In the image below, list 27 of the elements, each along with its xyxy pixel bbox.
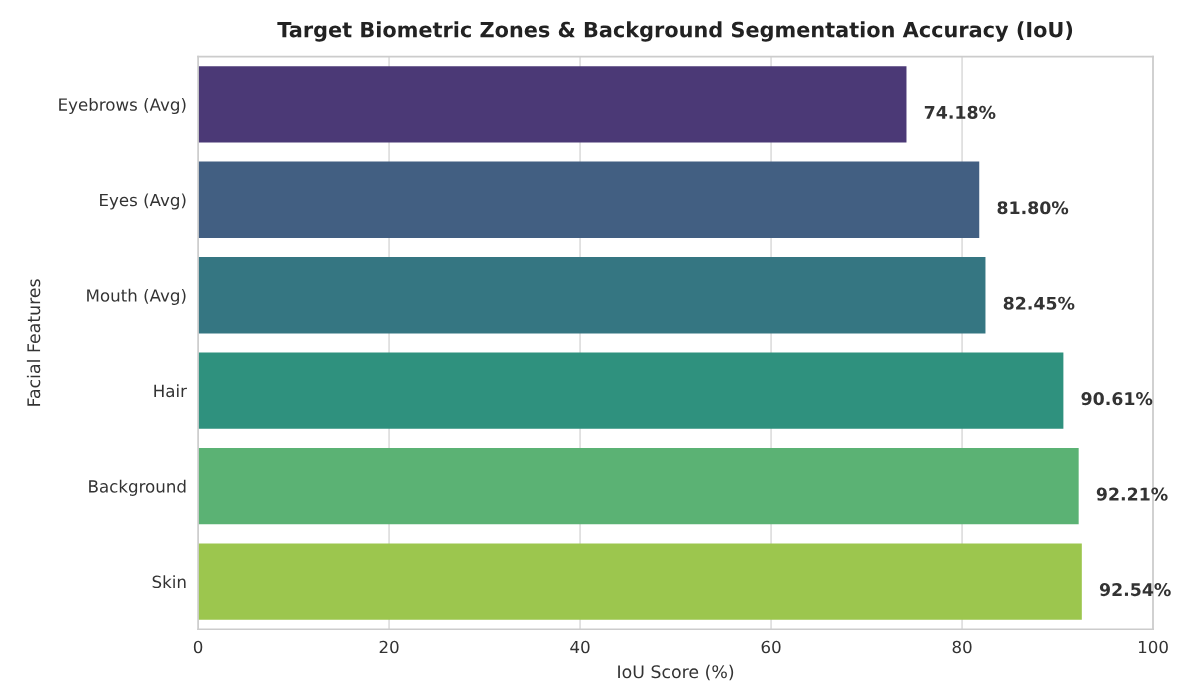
- bar: [198, 447, 1079, 525]
- y-axis-title: Facial Features: [26, 279, 41, 406]
- y-tick-label: Mouth (Avg): [87, 288, 186, 305]
- bar: [198, 352, 1064, 429]
- bar: [198, 257, 986, 334]
- bar: [198, 543, 1082, 620]
- x-axis-title: IoU Score (%): [618, 664, 734, 681]
- y-tick-label: Eyebrows (Avg): [59, 97, 186, 115]
- data-label: 82.45%: [1003, 296, 1075, 310]
- x-tick-label: 20: [379, 640, 399, 654]
- data-label: 90.61%: [1081, 392, 1153, 406]
- chart-title: Target Biometric Zones & Background Segmentation Accuracy (IoU): [277, 21, 1073, 42]
- data-label: 92.54%: [1099, 583, 1171, 597]
- data-label: 74.18%: [924, 105, 996, 119]
- bar: [198, 161, 980, 238]
- x-tick-label: 60: [761, 640, 781, 654]
- data-label: 92.21%: [1096, 487, 1168, 501]
- x-tick-label: 40: [570, 640, 590, 654]
- y-tick-label: Skin: [152, 575, 186, 589]
- y-tick-label: Eyes (Avg): [100, 193, 186, 210]
- x-tick-label: 100: [1138, 640, 1168, 654]
- x-tick-label: 80: [952, 640, 972, 654]
- y-tick-label: Hair: [154, 384, 187, 398]
- bar: [198, 66, 907, 143]
- data-label: 81.80%: [997, 201, 1069, 215]
- x-tick-label: 0: [193, 640, 203, 654]
- y-tick-label: Background: [89, 479, 186, 496]
